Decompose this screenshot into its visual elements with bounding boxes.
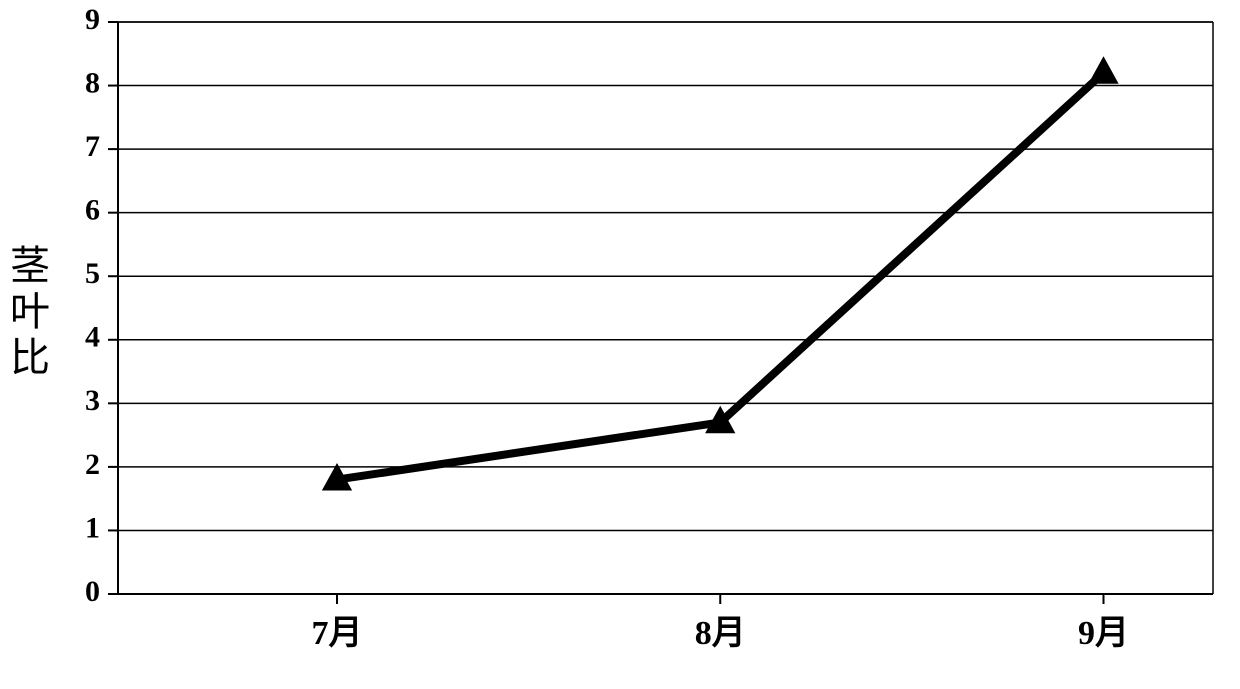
y-tick-label: 7 <box>85 130 100 163</box>
y-tick-label: 0 <box>85 575 100 608</box>
y-tick-label: 9 <box>85 3 100 36</box>
x-tick-label: 8月 <box>695 615 746 652</box>
x-tick-label: 9月 <box>1078 615 1129 652</box>
y-tick-label: 4 <box>85 321 100 354</box>
y-tick-label: 6 <box>85 194 100 227</box>
y-tick-label: 3 <box>85 384 100 417</box>
y-axis-title-char: 茎 <box>10 243 50 288</box>
y-axis-title-char: 叶 <box>10 289 50 334</box>
line-chart: 0 1 2 3 4 5 6 7 8 9 7月 8月 9月 茎叶比 <box>0 0 1240 689</box>
y-tick-label: 8 <box>85 66 100 99</box>
y-tick-label: 1 <box>85 511 100 544</box>
y-tick-label: 2 <box>85 448 100 481</box>
y-tick-label: 5 <box>85 257 100 290</box>
x-tick-label: 7月 <box>312 615 363 652</box>
y-axis-title-char: 比 <box>10 335 50 380</box>
chart-container: 0 1 2 3 4 5 6 7 8 9 7月 8月 9月 茎叶比 <box>0 0 1240 689</box>
